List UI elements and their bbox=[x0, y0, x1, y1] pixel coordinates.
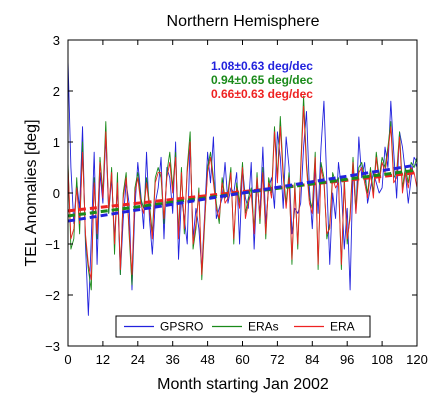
y-tick-label: −1 bbox=[45, 237, 60, 252]
trend-line-era bbox=[67, 171, 418, 213]
trend-label-gpsro: 1.08±0.63 deg/dec bbox=[211, 59, 313, 73]
legend-label-eras: ERAs bbox=[248, 320, 279, 334]
x-tick-label: 72 bbox=[270, 352, 284, 367]
y-tick-label: −3 bbox=[45, 339, 60, 354]
x-tick-label: 12 bbox=[96, 352, 110, 367]
y-tick-label: 1 bbox=[53, 135, 60, 150]
legend: GPSRO ERAs ERA bbox=[115, 315, 371, 338]
trend-label-eras: 0.94±0.65 deg/dec bbox=[211, 73, 313, 87]
y-tick-label: 2 bbox=[53, 84, 60, 99]
x-tick-label: 24 bbox=[131, 352, 145, 367]
y-tick-label: −2 bbox=[45, 288, 60, 303]
x-axis-title: Month starting Jan 2002 bbox=[157, 376, 329, 393]
x-tick-label: 120 bbox=[406, 352, 428, 367]
x-tick-label: 84 bbox=[305, 352, 319, 367]
x-tick-label: 108 bbox=[371, 352, 393, 367]
trend-line-gpsro bbox=[67, 163, 418, 223]
x-tick-label: 60 bbox=[235, 352, 249, 367]
series-line-eras bbox=[67, 95, 418, 291]
chart-title: Northern Hemisphere bbox=[167, 13, 320, 30]
y-tick-label: 3 bbox=[53, 33, 60, 48]
y-tick-label: 0 bbox=[53, 186, 60, 201]
series-line-era bbox=[67, 105, 418, 281]
trend-label-era: 0.66±0.63 deg/dec bbox=[211, 87, 313, 101]
y-axis-title: TEL Anomalies [deg] bbox=[23, 119, 40, 266]
x-tick-label: 96 bbox=[340, 352, 354, 367]
x-tick-label: 48 bbox=[200, 352, 214, 367]
series-layer bbox=[67, 60, 418, 316]
x-tick-label: 36 bbox=[165, 352, 179, 367]
x-tick-label: 0 bbox=[64, 352, 71, 367]
legend-box bbox=[115, 315, 371, 338]
legend-label-era: ERA bbox=[330, 320, 355, 334]
legend-label-gpsro: GPSRO bbox=[160, 320, 203, 334]
trend-layer bbox=[67, 163, 418, 223]
